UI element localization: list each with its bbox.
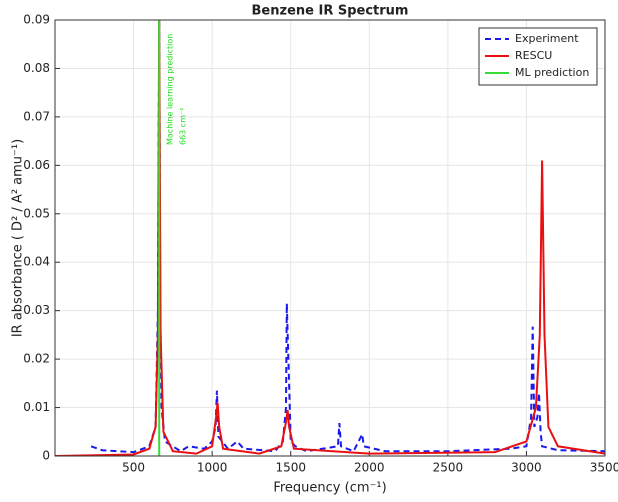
- annotation: 663 cm⁻¹: [179, 108, 188, 145]
- annotation: Machine learning prediction: [166, 34, 175, 145]
- y-tick-label: 0.06: [23, 158, 50, 172]
- y-tick-label: 0.03: [23, 303, 50, 317]
- y-axis-label: IR absorbance ( D² / A² amu⁻¹): [11, 139, 26, 337]
- x-tick-label: 1000: [197, 461, 228, 475]
- x-axis-label: Frequency (cm⁻¹): [273, 481, 386, 496]
- legend-label: Experiment: [515, 32, 579, 45]
- y-tick-label: 0.04: [23, 255, 50, 269]
- y-tick-label: 0.07: [23, 109, 50, 123]
- y-tick-label: 0: [42, 449, 50, 463]
- series-line: [55, 20, 605, 456]
- plot-frame: [54, 19, 606, 457]
- y-tick-label: 0.05: [23, 206, 50, 220]
- legend-label: ML prediction: [515, 66, 589, 79]
- x-tick-label: 500: [122, 461, 145, 475]
- x-tick-label: 1500: [275, 461, 306, 475]
- y-tick-label: 0.08: [23, 61, 50, 75]
- y-tick-label: 0.01: [23, 400, 50, 414]
- x-tick-label: 2000: [354, 461, 385, 475]
- y-tick-label: 0.02: [23, 352, 50, 366]
- x-tick-label: 3500: [590, 461, 618, 475]
- legend-label: RESCU: [515, 49, 552, 62]
- x-tick-label: 3000: [511, 461, 542, 475]
- chart-title: Benzene IR Spectrum: [252, 4, 409, 19]
- x-tick-label: 2500: [433, 461, 464, 475]
- y-tick-label: 0.09: [23, 13, 50, 27]
